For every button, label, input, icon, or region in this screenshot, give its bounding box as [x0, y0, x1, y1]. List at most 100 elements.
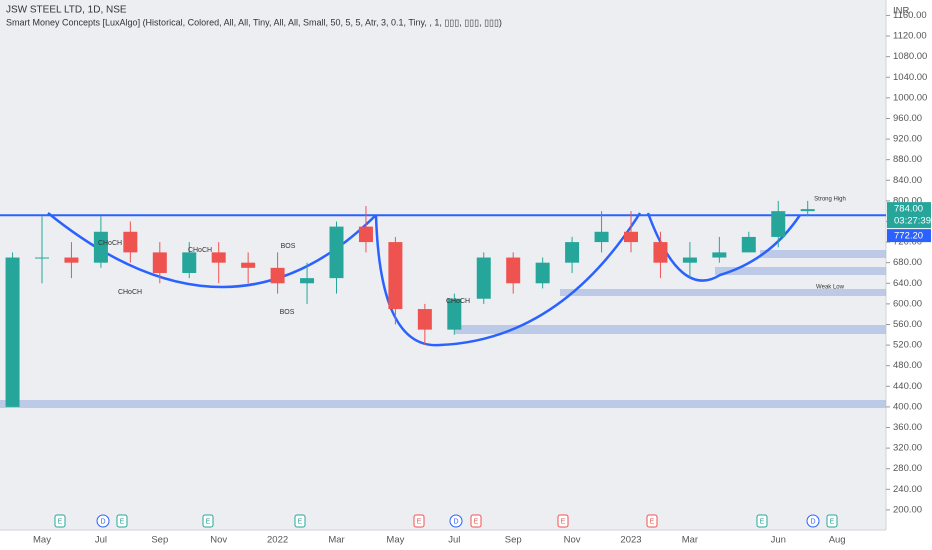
level-label: 772.20 [894, 231, 923, 242]
y-tick-label: 440.00 [893, 381, 922, 392]
event-icon [470, 514, 482, 528]
last-price-label: 784.00 [894, 204, 923, 215]
candle-body [388, 242, 403, 310]
event-icon [202, 514, 214, 528]
candle-body [771, 211, 786, 237]
plot-area [0, 0, 886, 530]
countdown: 03:27:39 [894, 216, 931, 227]
candle-body [35, 257, 49, 259]
y-tick-label: 400.00 [893, 401, 922, 412]
candle-body [123, 231, 138, 253]
chart-title: JSW STEEL LTD, 1D, NSE [6, 5, 127, 16]
annotation: CHoCH [98, 240, 122, 247]
y-tick-label: 1120.00 [893, 31, 927, 42]
candle-body [182, 252, 197, 273]
candle-body [712, 252, 727, 258]
event-icon [756, 514, 768, 528]
x-tick-label: Mar [328, 535, 344, 546]
event-icon [646, 514, 658, 528]
zone [0, 400, 886, 408]
event-icon [826, 514, 838, 528]
event-icon [116, 514, 128, 528]
event-label: E [474, 518, 479, 525]
event-label: E [58, 518, 63, 525]
candle-body [741, 236, 756, 253]
y-tick-label: 1080.00 [893, 51, 927, 62]
y-tick-label: 640.00 [893, 278, 922, 289]
y-tick-label: 280.00 [893, 463, 922, 474]
candle-body [417, 309, 432, 330]
annotation: CHoCH [446, 298, 470, 305]
last-price-box [887, 202, 931, 229]
x-tick-label: Aug [829, 535, 846, 546]
x-tick-label: Mar [682, 535, 698, 546]
annotation: Strong High [814, 197, 846, 203]
candle-body [565, 242, 580, 263]
y-tick-label: 200.00 [893, 504, 922, 515]
event-icon [294, 514, 306, 528]
zone [455, 325, 886, 334]
y-tick-label: 920.00 [893, 134, 922, 145]
candle-body [476, 257, 491, 299]
event-icon [54, 514, 66, 528]
candle-body [447, 298, 462, 330]
candle-body [152, 252, 167, 273]
candle-body [653, 242, 668, 263]
annotation: Weak Low [816, 285, 845, 291]
x-tick-label: Jul [95, 535, 107, 546]
annotation: CHoCH [188, 247, 212, 254]
candle-body [270, 267, 285, 284]
candle-body [535, 262, 550, 284]
candle-body [329, 226, 344, 279]
y-tick-label: 600.00 [893, 298, 922, 309]
event-label: E [760, 518, 765, 525]
x-tick-label: May [33, 535, 51, 546]
event-label: E [120, 518, 125, 525]
x-tick-label: Sep [505, 535, 522, 546]
zone [760, 250, 886, 258]
level-box [887, 229, 931, 243]
y-tick-label: 560.00 [893, 319, 922, 330]
annotation: BOS [280, 309, 295, 316]
x-tick-label: Nov [564, 535, 581, 546]
y-tick-label: 360.00 [893, 422, 922, 433]
event-label: E [830, 518, 835, 525]
y-tick-label: 520.00 [893, 340, 922, 351]
cup-curve [374, 212, 642, 347]
x-tick-label: May [386, 535, 404, 546]
y-tick-label: 800.00 [893, 195, 922, 206]
y-tick-label: 840.00 [893, 175, 922, 186]
candle-body [800, 209, 815, 212]
event-label: E [417, 518, 422, 525]
event-label: E [561, 518, 566, 525]
candle-body [624, 231, 638, 243]
y-tick-label: 960.00 [893, 113, 922, 124]
y-tick-label: 1160.00 [893, 10, 927, 21]
candle-body [5, 257, 20, 407]
y-tick-label: 880.00 [893, 154, 922, 165]
candle-body [594, 231, 609, 243]
event-icon [413, 514, 425, 528]
candle-body [682, 257, 697, 263]
candle-body [300, 278, 315, 284]
x-tick-label: Nov [210, 535, 227, 546]
zone [560, 289, 886, 296]
candle-body [358, 226, 373, 243]
x-tick-label: 2023 [620, 535, 641, 546]
zone [715, 267, 886, 275]
x-tick-label: Sep [151, 535, 168, 546]
x-tick-label: Jul [448, 535, 460, 546]
price-axis [886, 0, 932, 550]
event-icon [449, 514, 463, 528]
x-tick-label: Jun [771, 535, 786, 546]
y-tick-label: 1000.00 [893, 92, 927, 103]
event-label: E [650, 518, 655, 525]
annotation: CHoCH [118, 289, 142, 296]
event-label: E [206, 518, 211, 525]
y-tick-label: 1040.00 [893, 72, 927, 83]
event-icon [96, 514, 110, 528]
candle-body [93, 231, 108, 263]
x-tick-label: 2022 [267, 535, 288, 546]
y-tick-label: 680.00 [893, 257, 922, 268]
